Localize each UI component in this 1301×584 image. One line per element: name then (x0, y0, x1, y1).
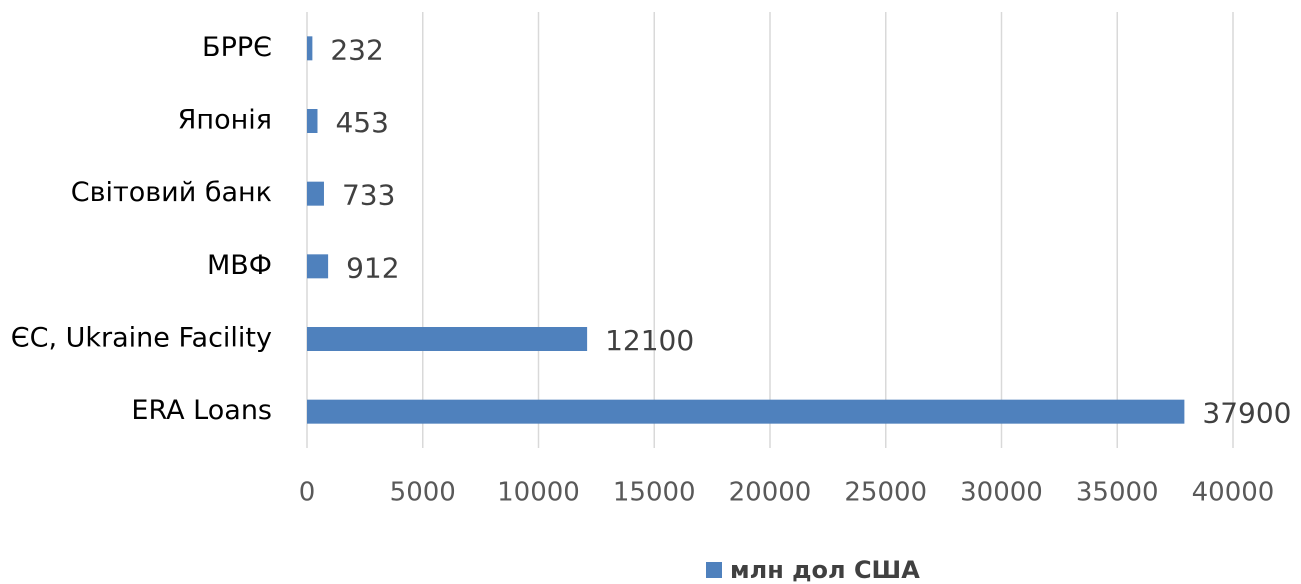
x-tick-label: 40000 (1192, 478, 1275, 508)
y-tick-label: Світовий банк (71, 177, 272, 208)
bar (307, 181, 324, 206)
bar (307, 109, 318, 133)
data-label: 453 (335, 106, 388, 139)
legend-swatch (706, 562, 722, 578)
data-label: 733 (342, 179, 395, 212)
bar (307, 327, 588, 351)
y-tick-label: БРРЄ (202, 32, 272, 63)
bar (307, 399, 1185, 424)
data-label: 12100 (605, 324, 694, 357)
data-label: 37900 (1202, 397, 1291, 430)
data-label: 232 (330, 33, 383, 66)
x-tick-label: 25000 (844, 478, 927, 508)
legend-label: млн дол США (730, 556, 920, 584)
x-tick-label: 5000 (390, 478, 456, 508)
y-tick-label: МВФ (207, 250, 272, 281)
x-tick-label: 10000 (497, 478, 580, 508)
bar (307, 36, 313, 61)
x-tick-label: 35000 (1076, 478, 1159, 508)
x-tick-label: 30000 (960, 478, 1043, 508)
y-tick-label: Японія (178, 105, 272, 136)
data-label: 912 (346, 251, 399, 284)
x-tick-label: 0 (299, 478, 316, 508)
y-tick-label: ERA Loans (131, 395, 272, 426)
y-tick-label: ЄС, Ukraine Facility (11, 323, 272, 354)
bar (307, 254, 329, 279)
x-tick-label: 20000 (729, 478, 812, 508)
x-tick-label: 15000 (613, 478, 696, 508)
